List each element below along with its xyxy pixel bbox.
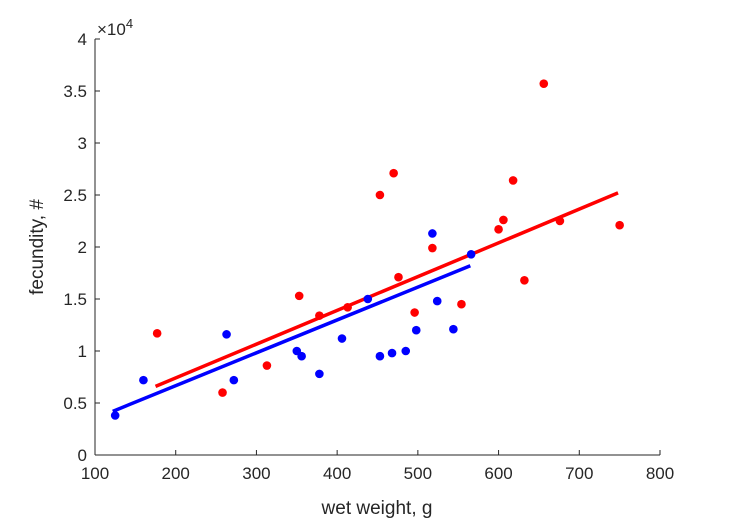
y-axis-multiplier-exponent: 4 <box>126 16 133 31</box>
data-point-series-0 <box>337 334 347 343</box>
data-point-series-1 <box>375 190 385 200</box>
x-tick-label: 300 <box>242 464 270 483</box>
data-point-series-1 <box>520 275 529 285</box>
data-point-series-1 <box>262 361 272 370</box>
y-tick-label: 4 <box>78 30 87 49</box>
y-tick-label: 3.5 <box>63 82 87 101</box>
data-point-series-0 <box>110 411 120 420</box>
y-axis-multiplier-base: ×10 <box>97 20 126 39</box>
y-axis-label: fecundity, # <box>27 199 48 295</box>
fit-lines <box>112 191 619 413</box>
data-point-series-0 <box>387 348 397 358</box>
data-point-series-1 <box>428 243 437 253</box>
data-point-series-0 <box>315 369 324 379</box>
data-point-series-1 <box>494 225 503 234</box>
x-tick-label: 400 <box>323 464 351 483</box>
data-point-series-1 <box>615 220 624 230</box>
data-point-series-1 <box>389 168 398 178</box>
data-point-series-1 <box>218 388 227 397</box>
data-point-series-1 <box>457 299 466 309</box>
x-tick-label: 500 <box>404 464 432 483</box>
data-point-series-1 <box>294 291 304 301</box>
data-points <box>110 79 624 420</box>
x-tick-label: 100 <box>81 464 109 483</box>
x-tick-label: 200 <box>162 464 190 483</box>
y-tick-label: 0.5 <box>63 394 87 413</box>
data-point-series-0 <box>401 346 411 356</box>
data-point-series-1 <box>343 303 352 312</box>
y-tick-label: 0 <box>78 446 87 465</box>
data-point-series-0 <box>449 324 458 334</box>
y-tick-label: 3 <box>78 134 87 153</box>
x-tick-label: 700 <box>565 464 593 483</box>
y-tick-label: 1.5 <box>63 290 87 309</box>
data-point-series-0 <box>297 351 306 361</box>
y-tick-label: 1 <box>78 342 87 361</box>
x-tick-label: 600 <box>484 464 512 483</box>
data-point-series-1 <box>499 215 508 225</box>
y-tick-label: 2.5 <box>63 186 87 205</box>
data-point-series-0 <box>411 325 421 335</box>
data-point-series-0 <box>375 351 385 361</box>
y-tick-label: 2 <box>78 238 87 257</box>
tick-labels: 100 200 300 400 500 600 700 800 0 0.5 1 1.5 2 2.5 3 3.5… <box>63 30 674 483</box>
x-axis-label: wet weight, g <box>321 498 433 519</box>
data-point-series-1 <box>508 176 518 185</box>
data-point-series-1 <box>152 329 162 338</box>
data-point-series-0 <box>363 294 373 304</box>
data-point-series-0 <box>222 330 231 339</box>
data-point-series-1 <box>315 311 324 320</box>
x-tick-label: 800 <box>646 464 674 483</box>
data-point-series-1 <box>394 272 403 282</box>
data-point-series-0 <box>466 249 476 259</box>
data-point-series-1 <box>539 79 549 89</box>
y-axis-multiplier: ×104 <box>97 16 133 39</box>
fit-line-series-0 <box>112 264 471 413</box>
data-point-series-1 <box>555 216 565 226</box>
data-point-series-0 <box>428 229 437 238</box>
data-point-series-0 <box>229 375 239 385</box>
data-point-series-0 <box>139 375 148 385</box>
data-point-series-1 <box>410 308 419 317</box>
data-point-series-0 <box>432 296 442 306</box>
axes <box>94 38 661 456</box>
fit-line-series-1 <box>154 191 619 388</box>
